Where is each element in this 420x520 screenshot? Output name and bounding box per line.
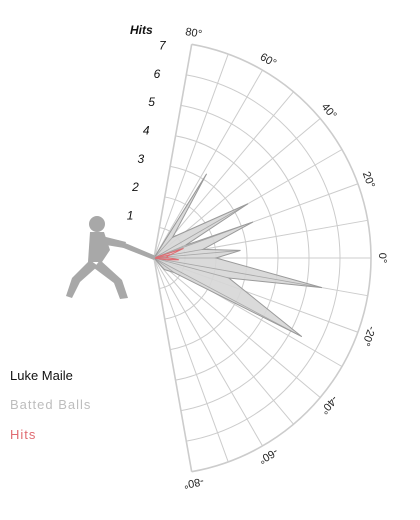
legend-batted-balls: Batted Balls — [10, 397, 92, 412]
hits-series — [153, 247, 184, 261]
grid-spoke — [153, 257, 263, 447]
grid-spoke — [153, 69, 263, 259]
batted-ball-point — [153, 257, 322, 289]
chart-grid — [153, 43, 372, 473]
radial-tick-label: 6 — [154, 67, 161, 81]
batted-ball-point — [153, 203, 249, 259]
radial-tick-label: 4 — [143, 123, 150, 137]
batted-ball-point — [153, 250, 241, 259]
radial-tick-label: 2 — [131, 180, 139, 194]
grid-spoke — [153, 257, 229, 463]
grid-spoke — [153, 53, 229, 259]
batted-ball-point — [153, 257, 175, 273]
legend-hits: Hits — [10, 427, 37, 442]
angle-tick-label: -20° — [359, 324, 377, 347]
batted-ball-point — [153, 221, 254, 259]
batter-silhouette-icon — [66, 216, 156, 299]
radial-tick-label: 1 — [127, 208, 134, 222]
legend-title: Luke Maile — [10, 368, 73, 383]
grid-spoke — [153, 44, 193, 259]
batted-ball-point — [153, 257, 229, 279]
radial-tick-label: 3 — [137, 152, 144, 166]
radial-tick-label: 7 — [159, 38, 167, 52]
radial-axis-title: Hits — [130, 23, 153, 37]
grid-spoke — [153, 257, 193, 472]
batted-ball-point — [153, 173, 207, 259]
angle-tick-label: 20° — [360, 170, 377, 190]
angle-tick-label: 40° — [319, 101, 339, 121]
hit-point — [153, 248, 184, 259]
radial-tick-label: 5 — [148, 95, 155, 109]
batted-ball-point — [153, 257, 302, 337]
angle-tick-label: 60° — [258, 51, 278, 70]
batted-ball-point — [153, 257, 165, 270]
batted-ball-point — [153, 236, 173, 259]
angle-tick-label: -80° — [183, 475, 205, 490]
hit-point — [153, 254, 170, 259]
hit-point — [153, 257, 167, 261]
grid-spoke — [153, 91, 294, 259]
grid-spoke — [153, 257, 294, 425]
radial-tick-labels: 1 2 3 4 5 6 7 — [127, 38, 167, 222]
grid-spoke — [153, 257, 321, 398]
angle-tick-label: 0° — [376, 253, 388, 264]
angle-tick-label: 80° — [184, 26, 202, 41]
